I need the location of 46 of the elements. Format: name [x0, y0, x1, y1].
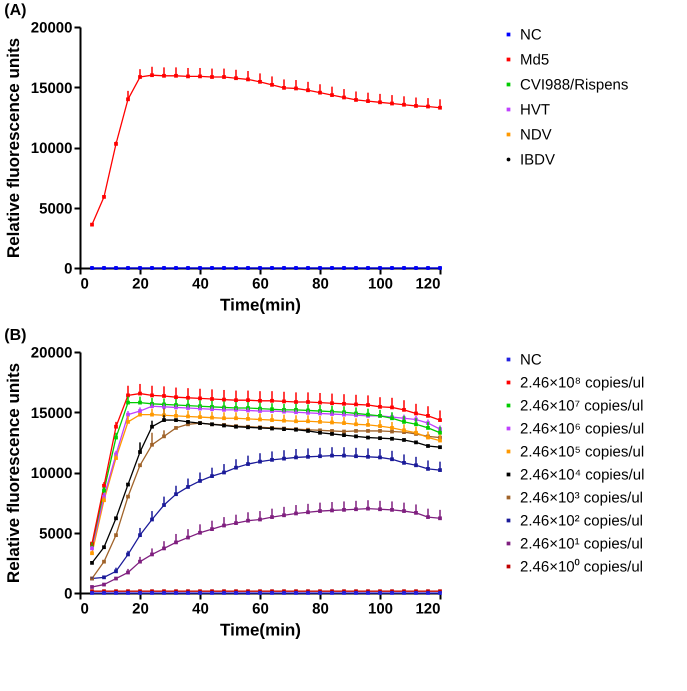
x-tick-label: 60: [252, 600, 269, 618]
legend-label: 2.46×10⁷ copies/ul: [520, 398, 644, 414]
y-tick-label: 10000: [30, 140, 72, 157]
y-tick-label: 5000: [39, 200, 72, 218]
legend-label: NC: [520, 352, 542, 368]
x-tick-label: 0: [80, 600, 89, 618]
chart-title: (A): [4, 2, 27, 19]
x-tick-label: 40: [192, 600, 209, 618]
y-tick-label: 0: [64, 586, 72, 602]
legend-label: 2.46×10⁸ copies/ul: [520, 374, 644, 392]
x-axis-title: Time(min): [220, 296, 301, 314]
x-tick-label: 80: [312, 600, 329, 618]
chart-title: (B): [4, 327, 27, 344]
x-tick-label: 20: [132, 600, 149, 618]
legend-label: NC: [520, 26, 542, 44]
x-tick-label: 120: [415, 276, 440, 292]
y-tick-label: 20000: [30, 344, 72, 362]
y-tick-label: 20000: [30, 20, 72, 36]
y-axis-title: Relative fluorescence units: [4, 362, 23, 584]
legend-label: 2.46×10⁴ copies/ul: [520, 466, 644, 484]
legend-label: IBDV: [520, 152, 556, 168]
legend-label: 2.46×10¹ copies/ul: [520, 536, 644, 552]
x-tick-label: 20: [132, 276, 149, 292]
y-tick-label: 15000: [30, 404, 72, 422]
legend-label: Md5: [520, 52, 550, 68]
x-tick-label: 80: [312, 276, 329, 292]
x-tick-label: 0: [80, 276, 89, 292]
legend-label: HVT: [520, 102, 550, 118]
legend-label: 2.46×10⁰ copies/ul: [520, 558, 644, 576]
legend-label: NDV: [520, 126, 552, 144]
x-tick-label: 40: [192, 276, 209, 292]
legend-label: 2.46×10⁵ copies/ul: [520, 444, 644, 460]
x-tick-label: 100: [368, 600, 394, 618]
x-tick-label: 100: [368, 276, 394, 292]
y-tick-label: 0: [64, 260, 72, 278]
y-tick-label: 5000: [39, 525, 72, 542]
y-tick-label: 15000: [30, 80, 72, 97]
legend-label: 2.46×10² copies/ul: [520, 512, 644, 530]
x-tick-label: 120: [415, 600, 440, 618]
legend-label: CVI988/Rispens: [520, 76, 628, 94]
legend-label: 2.46×10⁶ copies/ul: [520, 420, 644, 438]
y-tick-label: 10000: [30, 465, 72, 482]
y-axis-title: Relative fluorescence units: [4, 38, 23, 258]
legend-label: 2.46×10³ copies/ul: [520, 490, 644, 506]
x-tick-label: 60: [252, 276, 269, 292]
x-axis-title: Time(min): [220, 620, 301, 640]
